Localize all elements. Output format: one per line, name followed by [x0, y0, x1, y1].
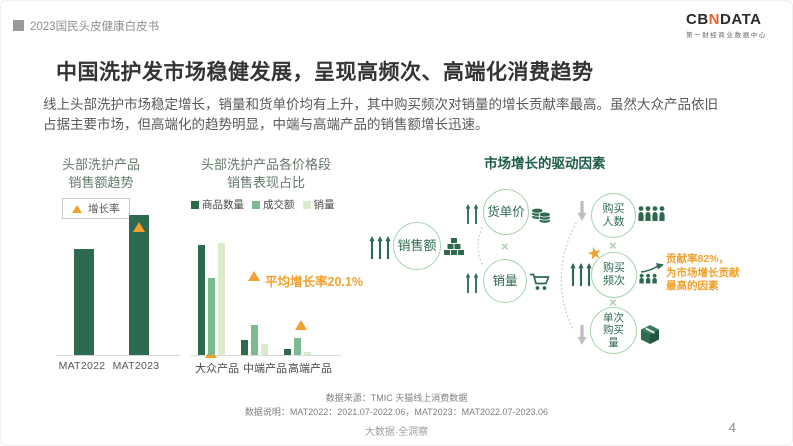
legend-swatch-icon — [191, 200, 199, 209]
price-tier-chart: 头部洗护产品各价格段 销售表现占比 商品数量 成交额 销量 平均增长率20.1%… — [186, 156, 363, 375]
legend-label: 成交额 — [263, 199, 295, 212]
blocks-pyramid-icon — [444, 238, 464, 255]
logo-n: N — [708, 11, 721, 28]
bar-高端产品-商品数量 — [284, 349, 291, 355]
intro-paragraph: 线上头部洗护市场稳定增长，销量和货单价均有上升，其中购买频次对销量的增长贡献率最… — [43, 97, 718, 132]
up-arrows-icon — [369, 236, 391, 259]
multiply-sign: × — [609, 295, 617, 310]
bar-中端产品-销量 — [261, 344, 268, 355]
logo-data: DATA — [720, 11, 762, 28]
chart-legend: 商品数量 成交额 销量 — [191, 197, 346, 212]
chart-title: 头部洗护产品 销售额趋势 — [61, 157, 140, 190]
bar-中端产品-成交额 — [251, 325, 258, 355]
node-buyer-count: 购买 人数 — [591, 193, 636, 238]
up-arrows-icon — [465, 204, 479, 224]
growth-marker-premium-icon — [295, 320, 307, 330]
logo-subtitle: 第一财经商业数据中心 — [686, 32, 767, 39]
legend-item: 商品数量 — [191, 197, 244, 212]
chart-title: 头部洗护产品各价格段 销售表现占比 — [200, 157, 331, 190]
growth-rate-legend: 增长率 — [62, 198, 130, 220]
x-axis-label: 高端产品 — [288, 363, 332, 375]
up-arrows-icon — [570, 263, 592, 286]
data-source-note: 数据来源：TMIC 天猫线上消费数据 — [325, 393, 468, 403]
coins-icon — [531, 207, 551, 224]
x-axis-label: MAT2022 — [58, 360, 106, 372]
bar-中端产品-商品数量 — [241, 340, 248, 355]
x-axis-label: MAT2023 — [112, 360, 160, 372]
average-growth-label: 平均增长率20.1% — [265, 275, 363, 289]
market-growth-driver-diagram: 市场增长的驱动因素 销售额 货单价 × — [369, 146, 792, 391]
node-sales: 销售额 — [393, 222, 441, 270]
contribution-callout: 贡献率82%， 为市场增长贡献 最高的因素 — [666, 253, 740, 293]
bar-高端产品-销量 — [304, 352, 311, 355]
sales-trend-chart: 头部洗护产品 销售额趋势 增长率 MAT2022 MAT2023 — [41, 156, 180, 372]
legend-label: 商品数量 — [202, 199, 244, 212]
node-purchase-frequency: 购买 频次 — [591, 252, 637, 298]
package-icon — [641, 325, 659, 344]
people-growth-icon — [639, 263, 664, 284]
average-growth-annotation: 平均增长率20.1% — [248, 271, 363, 290]
cart-icon — [530, 273, 550, 290]
bar-MAT2023 — [129, 215, 149, 355]
people-icon — [638, 206, 665, 221]
down-arrow-icon — [577, 325, 587, 345]
data-definition-note: 数据说明：MAT2022：2021.07-2022.06，MAT2023：MAT… — [244, 407, 549, 418]
diagram-title: 市场增长的驱动因素 — [484, 156, 606, 171]
legend-item: 销量 — [302, 197, 335, 212]
breadcrumb-bullet-icon — [13, 20, 24, 31]
legend-swatch-icon — [302, 200, 311, 209]
breadcrumb: 2023国民头皮健康白皮书 — [30, 21, 160, 33]
cbndata-logo: CBNDATA 第一财经商业数据中心 — [686, 11, 767, 39]
node-quantity-per-purchase: 单次 购买 量 — [590, 307, 637, 354]
multiply-sign: × — [501, 239, 509, 254]
bar-MAT2022 — [74, 249, 94, 355]
multiply-sign: × — [609, 238, 617, 253]
bar-大众产品-成交额 — [208, 278, 215, 355]
growth-marker-icon — [133, 222, 145, 232]
page-title: 中国洗护发市场稳健发展，呈现高频次、高端化消费趋势 — [56, 61, 594, 84]
growth-triangle-icon — [72, 204, 82, 213]
x-axis-label: 中端产品 — [243, 363, 287, 375]
page-number: 4 — [728, 420, 736, 435]
data-notes: 数据来源：TMIC 天猫线上消费数据 数据说明：MAT2022：2021.07-… — [1, 391, 792, 420]
node-sales-volume: 销量 — [483, 259, 527, 303]
x-axis-label: 大众产品 — [195, 363, 239, 375]
bar-高端产品-成交额 — [294, 338, 301, 355]
down-arrow-icon — [577, 201, 587, 221]
bar-大众产品-商品数量 — [198, 245, 205, 355]
bar-大众产品-销量 — [218, 243, 225, 355]
price-tier-plot: 平均增长率20.1% 大众产品 中端产品 高端产品 — [191, 243, 363, 375]
legend-label: 销量 — [313, 199, 335, 212]
logo-wordmark: CBNDATA — [686, 11, 767, 28]
logo-cb: CB — [686, 11, 709, 28]
legend-swatch-icon — [252, 200, 260, 209]
growth-triangle-icon — [248, 271, 260, 281]
legend-label: 增长率 — [88, 203, 120, 216]
up-arrows-icon — [465, 273, 479, 293]
node-unit-price: 货单价 — [483, 189, 529, 235]
footer-brand: 大数据·全洞察 — [364, 427, 429, 438]
legend-item: 成交额 — [252, 197, 295, 212]
sales-trend-plot: MAT2022 MAT2023 — [56, 215, 180, 372]
